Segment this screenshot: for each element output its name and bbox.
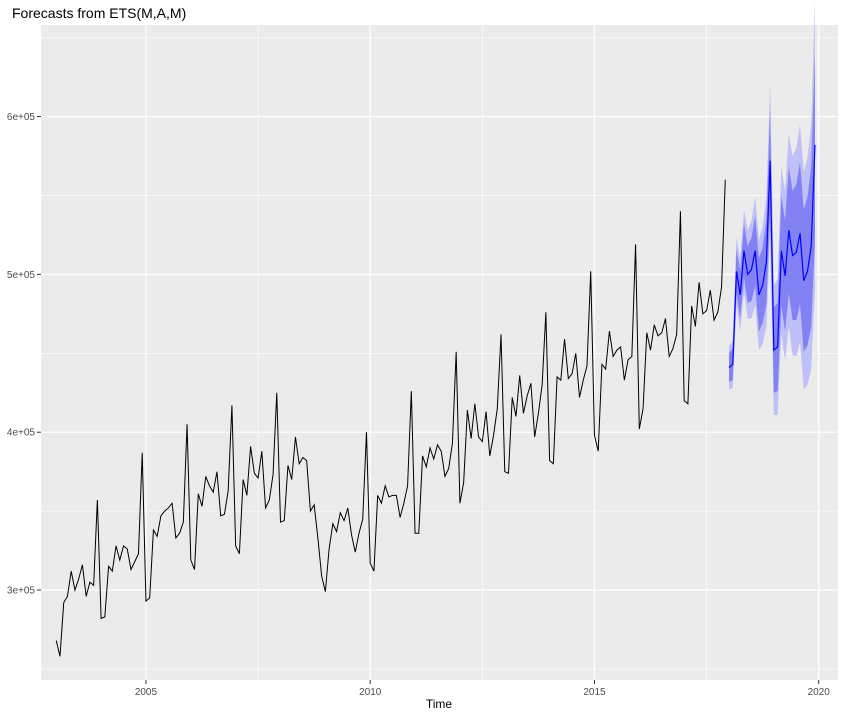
series-line: [55, 179, 726, 657]
grid-minor: [41, 25, 838, 680]
x-tick-label: 2010: [359, 687, 382, 698]
x-tick-label: 2005: [135, 687, 158, 698]
y-tick-label: 4e+05: [7, 428, 36, 439]
y-tick-label: 3e+05: [7, 586, 36, 597]
axis-ticks: 2005 2010 2015 2020 3e+05 4e+05 5e+05 6e+05: [7, 112, 830, 698]
series-layer: [55, 179, 726, 657]
grid-major: [41, 25, 838, 680]
y-tick-label: 6e+05: [7, 112, 36, 123]
x-axis-title: Time: [426, 697, 453, 711]
plot-panel: [41, 25, 838, 680]
x-tick-label: 2020: [808, 687, 831, 698]
y-tick-label: 5e+05: [7, 270, 36, 281]
forecast-layer: [728, 1, 816, 415]
chart-title: Forecasts from ETS(M,A,M): [12, 5, 186, 21]
forecast-band-80: [729, 51, 815, 393]
forecast-mean-line: [728, 144, 816, 368]
x-tick-label: 2015: [583, 687, 606, 698]
